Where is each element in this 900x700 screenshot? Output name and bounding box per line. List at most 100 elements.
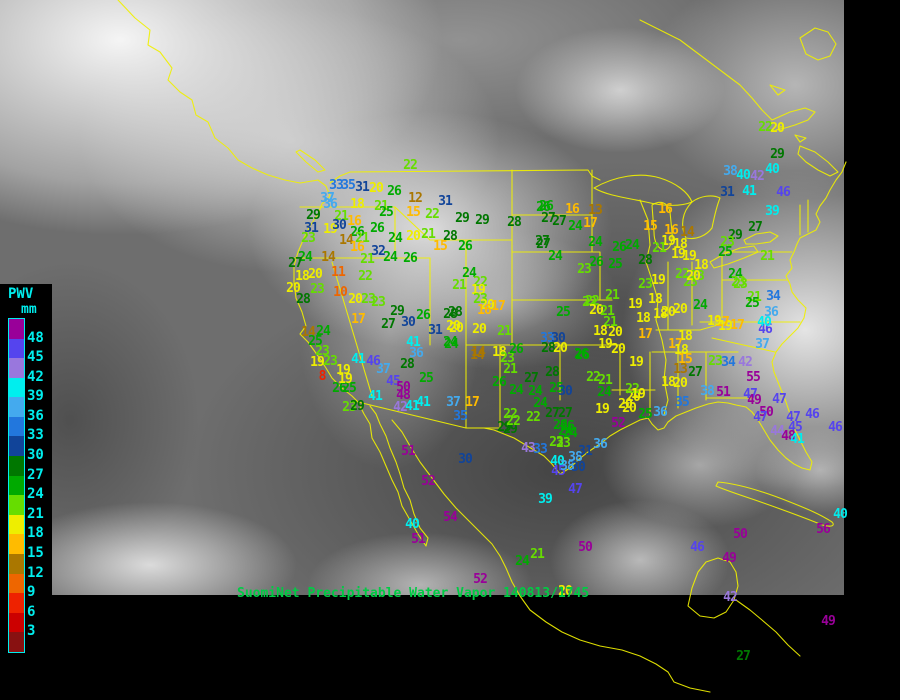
legend-unit: mm xyxy=(21,302,37,317)
station-pwv-value: 24 xyxy=(462,265,477,281)
station-pwv-value: 27 xyxy=(736,648,751,664)
station-pwv-value: 18 xyxy=(492,344,507,360)
station-pwv-value: 39 xyxy=(538,491,553,507)
station-pwv-value: 44 xyxy=(770,423,785,439)
station-pwv-value: 37 xyxy=(376,361,391,377)
station-pwv-value: 25 xyxy=(419,370,434,386)
station-pwv-value: 23 xyxy=(556,435,571,451)
station-pwv-value: 26 xyxy=(589,254,604,270)
station-pwv-value: 18 xyxy=(350,196,365,212)
station-pwv-value: 49 xyxy=(747,392,762,408)
station-pwv-value: 22 xyxy=(585,293,600,309)
station-pwv-value: 32 xyxy=(371,243,386,259)
station-pwv-value: 22 xyxy=(503,406,518,422)
station-pwv-value: 34 xyxy=(766,288,781,304)
station-pwv-value: 15 xyxy=(433,238,448,254)
station-pwv-value: 13 xyxy=(588,202,603,218)
station-pwv-value: 10 xyxy=(333,284,348,300)
station-pwv-value: 25 xyxy=(745,295,760,311)
station-pwv-value: 25 xyxy=(379,204,394,220)
legend-label: 48 xyxy=(27,329,44,346)
station-pwv-value: 34 xyxy=(721,354,736,370)
station-pwv-value: 29 xyxy=(770,146,785,162)
station-pwv-value: 14 xyxy=(680,224,695,240)
station-pwv-value: 19 xyxy=(338,371,353,387)
station-pwv-value: 26 xyxy=(350,224,365,240)
pwv-legend: PWV mm 48 45 42 39 36 33 30 27 24 21 18 15 12 9 6 3 xyxy=(0,284,52,662)
station-pwv-value: 51 xyxy=(411,531,426,547)
station-pwv-value: 31 xyxy=(304,220,319,236)
station-pwv-value: 16 xyxy=(350,239,365,255)
station-pwv-value: 20 xyxy=(348,291,363,307)
station-pwv-value: 30 xyxy=(571,459,586,475)
station-pwv-value: 54 xyxy=(443,509,458,525)
station-pwv-value: 27 xyxy=(381,316,396,332)
station-pwv-value: 24 xyxy=(298,249,313,265)
station-pwv-value: 51 xyxy=(401,443,416,459)
station-pwv-value: 24 xyxy=(509,382,524,398)
station-pwv-value: 23 xyxy=(683,274,698,290)
station-pwv-value: 20 xyxy=(406,228,421,244)
station-pwv-value: 14 xyxy=(301,324,316,340)
station-pwv-value: 26 xyxy=(332,380,347,396)
station-pwv-value: 21 xyxy=(374,198,389,214)
station-pwv-value: 26 xyxy=(612,239,627,255)
station-pwv-value: 28 xyxy=(443,306,458,322)
station-pwv-value: 29 xyxy=(390,303,405,319)
station-pwv-value: 22 xyxy=(506,413,521,429)
station-pwv-value: 31 xyxy=(355,179,370,195)
legend-label: 6 xyxy=(27,603,36,620)
station-pwv-value: 29 xyxy=(455,210,470,226)
station-pwv-value: 23 xyxy=(310,281,325,297)
station-pwv-value: 21 xyxy=(334,208,349,224)
station-pwv-value: 27 xyxy=(545,405,560,421)
station-pwv-value: 21 xyxy=(503,361,518,377)
station-pwv-value: 29 xyxy=(503,421,518,437)
station-pwv-value: 35 xyxy=(453,408,468,424)
station-pwv-value: 22 xyxy=(625,381,640,397)
station-pwv-value: 18 xyxy=(653,306,668,322)
station-pwv-value: 26 xyxy=(387,183,402,199)
station-pwv-value: 51 xyxy=(716,384,731,400)
station-pwv-value: 23 xyxy=(301,230,316,246)
station-pwv-value: 20 xyxy=(480,297,495,313)
station-pwv-value: 47 xyxy=(743,386,758,402)
station-pwv-value: 23 xyxy=(473,291,488,307)
station-pwv-value: 16 xyxy=(664,222,679,238)
station-pwv-value: 25 xyxy=(556,304,571,320)
station-pwv-value: 26 xyxy=(416,307,431,323)
station-pwv-value: 17 xyxy=(465,394,480,410)
station-pwv-value: 22 xyxy=(403,157,418,173)
station-pwv-value: 18 xyxy=(593,323,608,339)
station-pwv-value: 19 xyxy=(471,282,486,298)
station-pwv-value: 17 xyxy=(668,336,683,352)
station-pwv-value: 20 xyxy=(611,341,626,357)
station-pwv-value: 50 xyxy=(578,539,593,555)
station-pwv-value: 28 xyxy=(545,364,560,380)
station-pwv-value: 19 xyxy=(595,401,610,417)
station-pwv-value: 28 xyxy=(443,228,458,244)
station-pwv-value: 26 xyxy=(492,374,507,390)
station-pwv-value: 16 xyxy=(347,213,362,229)
station-pwv-value: 22 xyxy=(526,409,541,425)
station-pwv-value: 31 xyxy=(438,193,453,209)
station-pwv-value: 23 xyxy=(577,261,592,277)
station-pwv-value: 21 xyxy=(452,277,467,293)
station-pwv-value: 16 xyxy=(658,201,673,217)
station-pwv-value: 22 xyxy=(425,206,440,222)
station-pwv-value: 17 xyxy=(583,215,598,231)
station-pwv-value: 23 xyxy=(708,353,723,369)
station-pwv-value: 46 xyxy=(828,419,843,435)
station-pwv-value: 42 xyxy=(750,168,765,184)
station-pwv-value: 24 xyxy=(588,234,603,250)
station-pwv-value: 12 xyxy=(408,190,423,206)
station-pwv-value: 27 xyxy=(688,364,703,380)
station-pwv-value: 18 xyxy=(661,374,676,390)
station-pwv-value: 24 xyxy=(515,553,530,569)
legend-label: 39 xyxy=(27,388,44,405)
station-pwv-value: 26 xyxy=(403,250,418,266)
station-pwv-value: 21 xyxy=(360,251,375,267)
station-pwv-value: 21 xyxy=(355,230,370,246)
station-pwv-value: 30 xyxy=(401,314,416,330)
station-pwv-value: 36 xyxy=(409,345,424,361)
